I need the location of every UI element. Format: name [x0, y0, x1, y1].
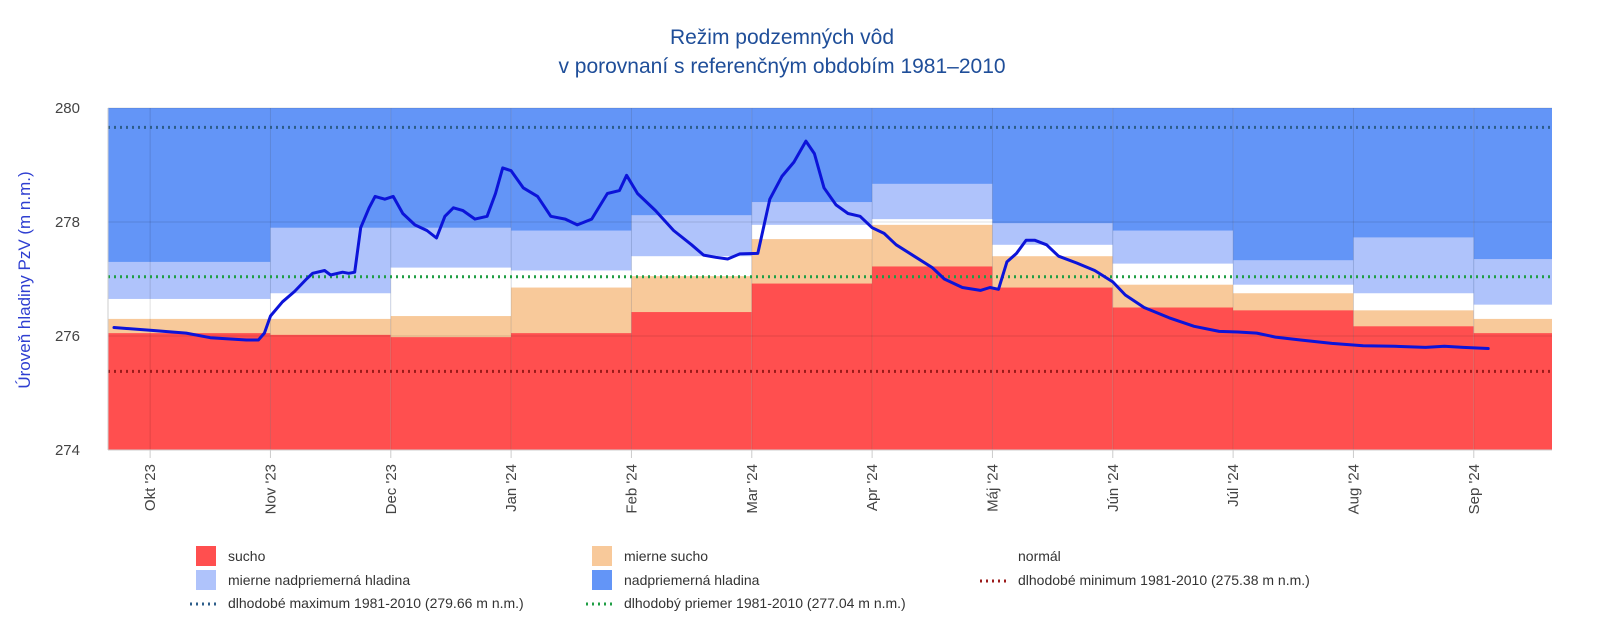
- band-sucho-3: [390, 337, 512, 450]
- x-tick-label-9: Jún '24: [1105, 464, 1122, 512]
- band-sucho-1: [108, 333, 271, 450]
- band-sucho-2: [270, 334, 391, 450]
- y-axis: 274 276 278 280: [55, 100, 109, 459]
- legend-label-mierne-nadpriemerna: mierne nadpriemerná hladina: [228, 572, 410, 588]
- legend-swatch-normal: [986, 546, 1006, 566]
- legend-swatch-nadpriemerna: [592, 570, 612, 590]
- series-line-groundwater: [112, 139, 1490, 350]
- band-sucho-7: [872, 266, 993, 450]
- y-tick-label-1: 274: [55, 442, 80, 459]
- chart-title: Režim podzemných vôd: [670, 26, 894, 49]
- x-tick-label-3: Dec '23: [383, 464, 400, 514]
- y-axis-title: Úroveň hladiny PzV (m n.m.): [15, 171, 34, 388]
- x-axis: Okt '23 Nov '23 Dec '23 Jan '24 Feb '24 Mar '…: [108, 449, 1552, 514]
- band-sucho-12: [1473, 333, 1552, 450]
- band-sucho-5: [631, 312, 752, 450]
- x-tick-label-8: Máj '24: [984, 464, 1001, 512]
- legend-label-minimum: dlhodobé minimum 1981-2010 (275.38 m n.m…: [1018, 572, 1310, 588]
- y-tick-label-4: 280: [55, 100, 80, 117]
- legend-swatch-mierne-nadpriemerna: [196, 570, 216, 590]
- y-tick-label-2: 276: [55, 328, 80, 345]
- x-tick-label-12: Sep '24: [1466, 464, 1483, 514]
- band-sucho-4: [511, 333, 632, 450]
- chart-subtitle: v porovnaní s referenčným obdobím 1981–2…: [558, 55, 1005, 78]
- legend-label-normal: normál: [1018, 548, 1061, 564]
- legend-label-nadpriemerna: nadpriemerná hladina: [624, 572, 760, 588]
- x-tick-label-2: Nov '23: [262, 464, 279, 514]
- y-tick-label-3: 278: [55, 214, 80, 231]
- x-tick-label-6: Mar '24: [744, 464, 761, 514]
- legend-label-mierne-sucho: mierne sucho: [624, 548, 708, 564]
- x-tick-label-1: Okt '23: [142, 464, 159, 511]
- x-tick-label-11: Aug '24: [1345, 464, 1362, 514]
- band-sucho-9: [1112, 307, 1234, 450]
- x-tick-label-10: Júl '24: [1225, 464, 1242, 507]
- legend-label-priemer: dlhodobý priemer 1981-2010 (277.04 m n.m…: [624, 595, 906, 611]
- reference-lines: [108, 125, 1552, 373]
- band-sucho-8: [992, 287, 1113, 450]
- legend-label-sucho: sucho: [228, 548, 266, 564]
- series-lines: [112, 139, 1490, 350]
- x-tick-label-7: Apr '24: [864, 464, 881, 511]
- x-tick-label-4: Jan '24: [503, 464, 520, 512]
- band-areas: [108, 108, 1552, 450]
- legend: sucho mierne sucho normál mierne nadpriemer…: [190, 546, 1310, 611]
- band-sucho-6: [751, 283, 873, 450]
- x-tick-label-5: Feb '24: [623, 464, 640, 514]
- legend-label-maximum: dlhodobé maximum 1981-2010 (279.66 m n.m…: [228, 595, 524, 611]
- legend-swatch-mierne-sucho: [592, 546, 612, 566]
- legend-swatch-sucho: [196, 546, 216, 566]
